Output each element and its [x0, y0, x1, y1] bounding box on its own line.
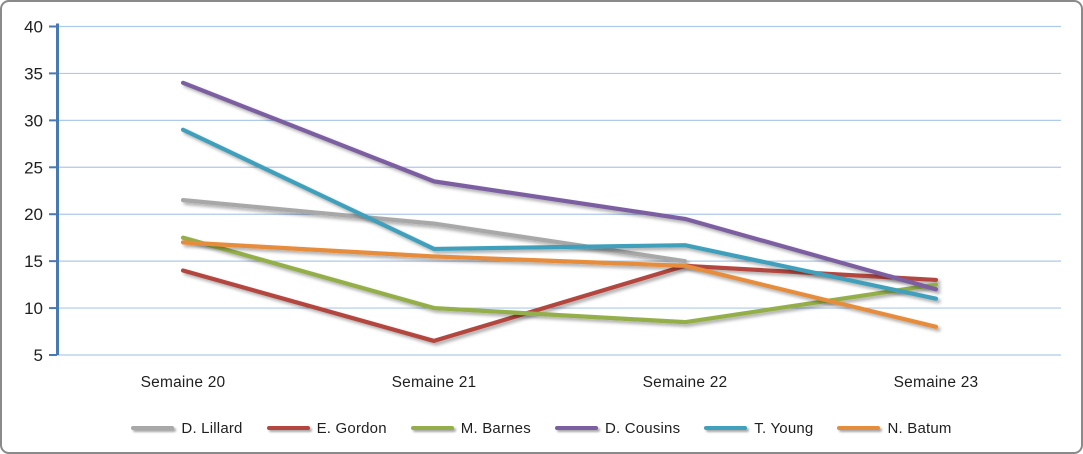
legend-label: D. Lillard	[181, 419, 243, 437]
legend-line-swatch	[266, 425, 310, 431]
legend-item: E. Gordon	[266, 419, 387, 437]
y-axis-label: 40	[24, 18, 43, 37]
legend: D. Lillard E. Gordon M. Barnes D. Cousins T.…	[2, 416, 1081, 440]
series-line-m-barnes	[180, 235, 939, 325]
legend-item: T. Young	[704, 420, 813, 437]
x-axis-label: Semaine 21	[392, 374, 477, 391]
series-lines	[180, 80, 939, 344]
y-axis-label: 35	[24, 64, 43, 83]
legend-line-swatch	[131, 425, 175, 431]
series-line-n-batum	[180, 240, 939, 329]
legend-label: E. Gordon	[316, 419, 387, 437]
legend-label: N. Batum	[887, 419, 952, 437]
legend-label: D. Cousins	[604, 419, 681, 437]
legend-line-swatch	[554, 425, 598, 431]
y-axis-label: 15	[24, 252, 43, 271]
x-axis-label: Semaine 23	[894, 374, 979, 391]
legend-line-swatch	[837, 425, 881, 431]
series-line-t-young	[180, 127, 939, 301]
y-axis-labels: 40 35 30 25 20 15 10 5	[24, 18, 43, 366]
y-axis-label: 20	[24, 205, 43, 224]
x-axis-label: Semaine 22	[643, 374, 728, 391]
y-axis-label: 25	[24, 158, 43, 177]
series-line-d-cousins	[180, 80, 939, 292]
y-axis	[49, 23, 59, 356]
legend-label: M. Barnes	[460, 419, 531, 437]
x-axis-label: Semaine 20	[141, 374, 226, 391]
legend-item: D. Cousins	[554, 419, 681, 437]
y-axis-label: 5	[34, 346, 43, 365]
gridlines	[57, 25, 1061, 356]
series-line-d-lillard	[180, 198, 688, 264]
legend-item: D. Lillard	[131, 420, 242, 437]
legend-label: T. Young	[754, 419, 814, 437]
legend-line-swatch	[410, 425, 454, 431]
legend-line-swatch	[704, 425, 748, 431]
x-axis-labels: Semaine 20 Semaine 21 Semaine 22 Semaine 23	[141, 374, 979, 391]
legend-item: N. Batum	[837, 420, 951, 437]
legend-item: M. Barnes	[410, 419, 531, 437]
y-axis-label: 30	[24, 111, 43, 130]
y-axis-label: 10	[24, 299, 43, 318]
